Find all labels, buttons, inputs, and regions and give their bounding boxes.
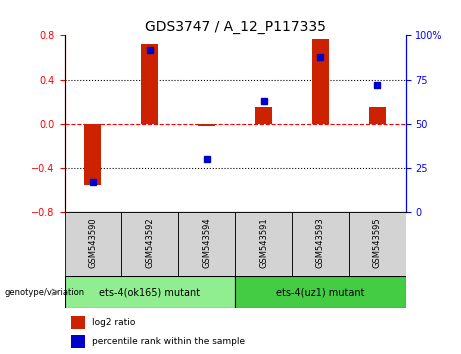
Bar: [178, 212, 235, 276]
Text: genotype/variation: genotype/variation: [5, 287, 85, 297]
Text: ets-4(ok165) mutant: ets-4(ok165) mutant: [99, 287, 201, 297]
Text: GSM543595: GSM543595: [373, 218, 382, 268]
Bar: [71, 335, 85, 348]
Title: GDS3747 / A_12_P117335: GDS3747 / A_12_P117335: [145, 21, 325, 34]
Bar: [292, 212, 349, 276]
Bar: [142, 44, 159, 124]
Bar: [312, 39, 329, 124]
Bar: [65, 212, 121, 276]
Bar: [369, 107, 386, 124]
Text: GSM543594: GSM543594: [202, 218, 211, 268]
Bar: [65, 276, 235, 308]
Text: ets-4(uz1) mutant: ets-4(uz1) mutant: [276, 287, 365, 297]
Text: log2 ratio: log2 ratio: [92, 318, 135, 327]
Text: GSM543592: GSM543592: [145, 218, 154, 268]
Bar: [349, 212, 406, 276]
Text: GSM543590: GSM543590: [89, 218, 97, 268]
Bar: [235, 276, 406, 308]
Text: GSM543591: GSM543591: [259, 218, 268, 268]
Bar: [71, 316, 85, 329]
Bar: [235, 212, 292, 276]
Bar: [84, 124, 101, 185]
Bar: [121, 212, 178, 276]
Text: GSM543593: GSM543593: [316, 218, 325, 268]
Bar: [255, 107, 272, 124]
Text: percentile rank within the sample: percentile rank within the sample: [92, 337, 245, 346]
Bar: [198, 124, 215, 126]
